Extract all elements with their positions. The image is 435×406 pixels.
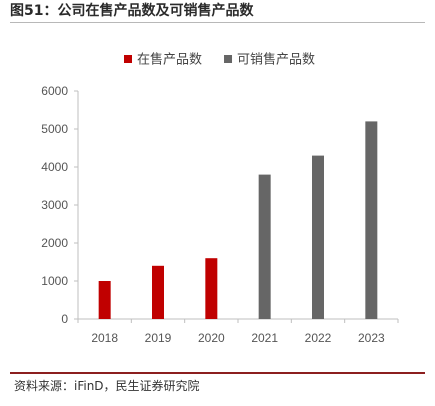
y-tick-label: 6000	[41, 84, 68, 98]
chart-legend: 在售产品数 可销售产品数	[124, 52, 315, 68]
legend-swatch	[124, 55, 132, 63]
y-tick-label: 4000	[41, 160, 68, 174]
source-divider	[10, 372, 425, 374]
chart-bars	[98, 121, 378, 320]
chart-axes: 0 1000 2000 3000 4000 5000 6000 2018 2019 2020 202…	[41, 84, 399, 345]
bar	[98, 281, 111, 319]
x-tick-label: 2019	[145, 331, 172, 345]
x-tick-label: 2021	[251, 331, 278, 345]
legend-label: 在售产品数	[137, 52, 202, 68]
y-tick-label: 5000	[41, 122, 68, 136]
legend-label: 可销售产品数	[237, 52, 315, 68]
bar	[365, 121, 378, 320]
title-divider	[10, 22, 425, 23]
x-tick-label: 2018	[91, 331, 118, 345]
y-tick-label: 1000	[41, 274, 68, 288]
x-tick-label: 2020	[198, 331, 225, 345]
bar	[258, 174, 271, 319]
y-tick-label: 2000	[41, 236, 68, 250]
y-tick-label: 3000	[41, 198, 68, 212]
figure-title: 图51：公司在售产品数及可销售产品数	[10, 3, 254, 19]
source-note: 资料来源：iFinD，民生证券研究院	[14, 379, 200, 393]
legend-swatch	[224, 55, 233, 63]
bar-chart: 在售产品数 可销售产品数 0 1000 2000 3000 4000 5000 6000 201…	[41, 52, 399, 345]
bar	[152, 265, 164, 319]
bar	[205, 258, 218, 319]
x-tick-label: 2023	[358, 331, 385, 345]
bar	[312, 155, 324, 319]
x-tick-label: 2022	[305, 331, 332, 345]
y-tick-label: 0	[61, 312, 68, 326]
